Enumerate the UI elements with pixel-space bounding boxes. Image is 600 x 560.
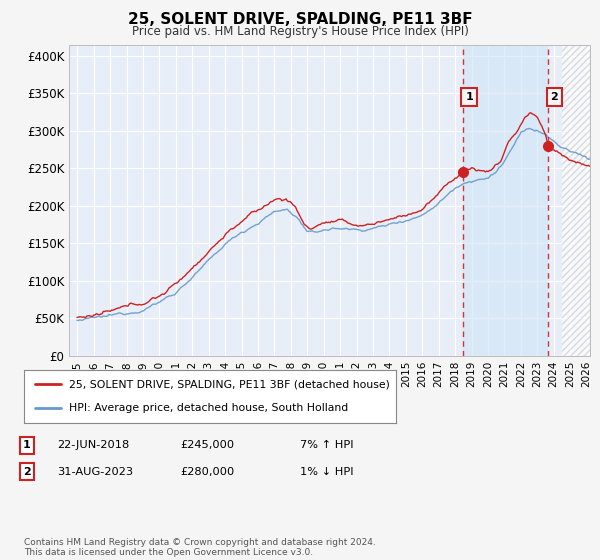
Text: £280,000: £280,000: [180, 466, 234, 477]
Text: 2: 2: [23, 466, 31, 477]
Text: 1: 1: [23, 440, 31, 450]
Text: £245,000: £245,000: [180, 440, 234, 450]
Bar: [562, 45, 590, 356]
Text: 1: 1: [465, 92, 473, 102]
Text: 1% ↓ HPI: 1% ↓ HPI: [300, 466, 353, 477]
Text: 2: 2: [551, 92, 558, 102]
Text: 31-AUG-2023: 31-AUG-2023: [57, 466, 133, 477]
Text: Price paid vs. HM Land Registry's House Price Index (HPI): Price paid vs. HM Land Registry's House …: [131, 25, 469, 38]
Text: Contains HM Land Registry data © Crown copyright and database right 2024.
This d: Contains HM Land Registry data © Crown c…: [24, 538, 376, 557]
Text: HPI: Average price, detached house, South Holland: HPI: Average price, detached house, Sout…: [68, 403, 348, 413]
Text: 25, SOLENT DRIVE, SPALDING, PE11 3BF: 25, SOLENT DRIVE, SPALDING, PE11 3BF: [128, 12, 472, 27]
Text: 22-JUN-2018: 22-JUN-2018: [57, 440, 129, 450]
Bar: [463, 45, 548, 356]
Text: 7% ↑ HPI: 7% ↑ HPI: [300, 440, 353, 450]
Text: 25, SOLENT DRIVE, SPALDING, PE11 3BF (detached house): 25, SOLENT DRIVE, SPALDING, PE11 3BF (de…: [68, 380, 389, 390]
